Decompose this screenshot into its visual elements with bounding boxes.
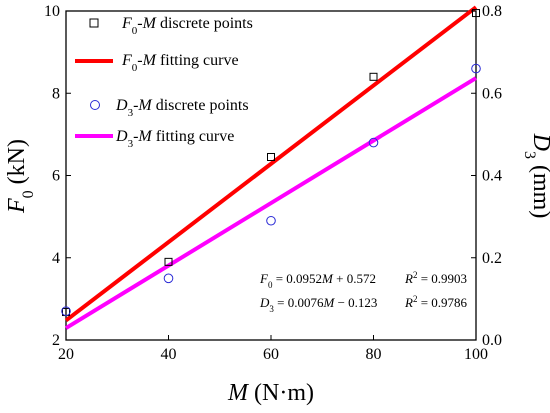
data-markers <box>61 9 481 317</box>
x-tick-label: 100 <box>464 346 488 363</box>
f0-data-point <box>369 72 378 81</box>
legend-label-f0-points: F0-M discrete points <box>121 15 253 37</box>
x-tick-label: 40 <box>161 346 177 363</box>
equation-d3-r2: R2 = 0.9786 <box>404 294 468 310</box>
y-right-tick-label: 0.8 <box>482 3 502 20</box>
x-tick-label: 60 <box>263 346 279 363</box>
f0-data-point <box>164 257 173 266</box>
d3-data-point <box>163 273 174 284</box>
d3-data-point <box>471 63 481 74</box>
y-right-tick-label: 0.6 <box>482 85 502 102</box>
y-left-tick-label: 6 <box>52 168 60 185</box>
y-left-tick-label: 10 <box>44 3 60 20</box>
f0-data-point <box>267 152 275 161</box>
x-tick-label: 20 <box>58 346 74 363</box>
legend-marker-f0-points <box>89 18 99 28</box>
legend-label-d3-fit: D3-M fitting curve <box>115 128 234 150</box>
equation-d3: D3 = 0.0076M − 0.123 <box>259 295 377 314</box>
legend-label-f0-fit: F0-M fitting curve <box>121 52 239 74</box>
x-tick-label: 80 <box>366 346 382 363</box>
d3-data-point <box>61 306 71 317</box>
axis-ticks: 20 40 60 80 100 2 4 6 8 10 0.0 0.2 0.4 0.6 0.8 <box>44 3 502 363</box>
y-right-tick-label: 0.4 <box>482 168 502 185</box>
y-left-tick-label: 2 <box>52 332 60 349</box>
y-left-tick-label: 8 <box>52 85 60 102</box>
f0-data-point <box>472 9 480 18</box>
fit-equations: F0 = 0.0952M + 0.572 R2 = 0.9903 D3 = 0.… <box>259 270 468 314</box>
f0-fit-line <box>64 5 478 323</box>
d3-data-point <box>368 137 379 148</box>
equation-f0: F0 = 0.0952M + 0.572 <box>259 271 376 290</box>
legend-marker-d3-points <box>90 100 100 110</box>
fit-lines <box>64 5 478 330</box>
y-right-tick-label: 0.0 <box>482 332 502 349</box>
d3-data-point <box>266 215 276 226</box>
d3-fit-line <box>64 76 478 330</box>
legend: F0-M discrete points F0-M fitting curve … <box>75 15 253 150</box>
y-right-tick-label: 0.2 <box>482 250 502 267</box>
y-left-tick-label: 4 <box>52 250 60 267</box>
legend-label-d3-points: D3-M discrete points <box>115 97 249 119</box>
x-axis-title: M (N·m) <box>227 380 314 406</box>
y-axis-title-left: F0 (kN) <box>4 139 37 214</box>
equation-f0-r2: R2 = 0.9903 <box>404 270 467 286</box>
y-axis-title-right: D3 (mm) <box>522 133 550 219</box>
